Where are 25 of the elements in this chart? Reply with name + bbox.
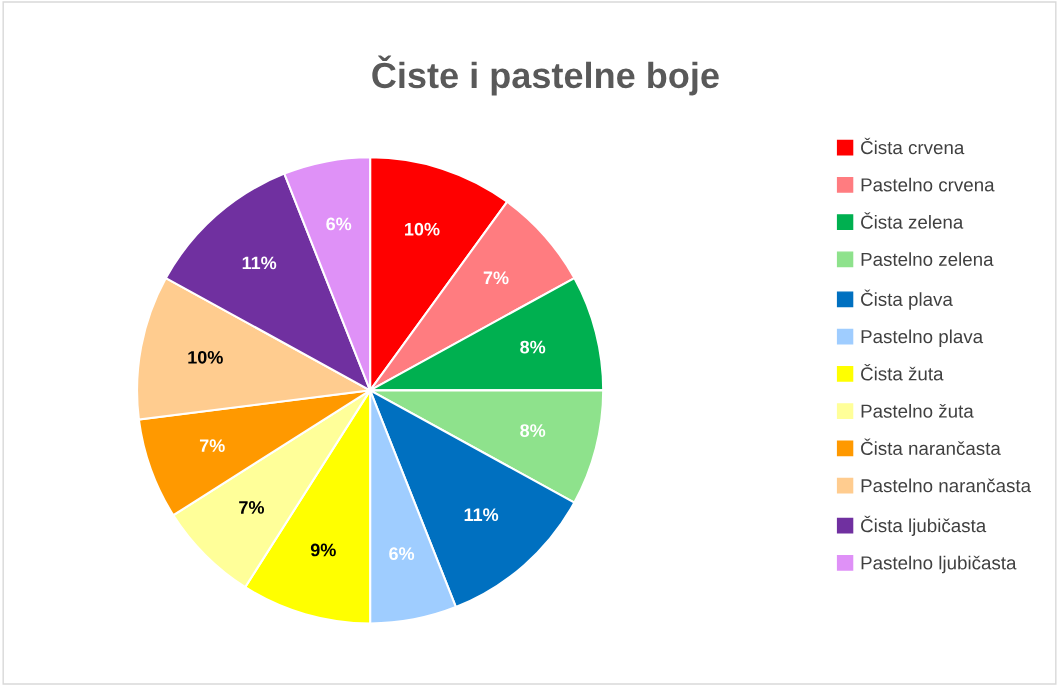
legend-label: Čista plava: [861, 289, 953, 310]
data-label: 10%: [405, 222, 440, 236]
legend-label: Pastelno ljubičasta: [861, 555, 1017, 574]
legend-label: Pastelno narančasta: [861, 478, 1032, 493]
legend-label: Pastelno crvena: [861, 177, 995, 192]
legend-label: Čista narančasta: [861, 438, 1001, 456]
chart-title: Čiste i pastelne boje: [372, 55, 719, 96]
data-label: 8%: [520, 340, 546, 354]
data-label: 7%: [199, 439, 225, 452]
legend-label: Čista ljubičasta: [861, 515, 987, 536]
legend-label: Pastelno zelena: [861, 252, 994, 267]
legend-label: Pastelno žuta: [861, 403, 974, 418]
data-label: 11%: [464, 508, 499, 522]
data-label: 9%: [310, 543, 336, 557]
data-label: 10%: [188, 350, 223, 364]
data-label: 6%: [389, 547, 415, 561]
data-label: 11%: [242, 256, 277, 270]
data-label: 7%: [483, 271, 509, 285]
data-label: 6%: [326, 217, 352, 231]
data-label: 7%: [239, 501, 265, 514]
legend-label: Čista zelena: [861, 212, 964, 229]
legend-label: Čista crvena: [861, 137, 965, 155]
legend-label: Pastelno plava: [861, 329, 984, 347]
legend-label: Čista žuta: [861, 363, 944, 381]
data-label: 8%: [520, 424, 546, 437]
